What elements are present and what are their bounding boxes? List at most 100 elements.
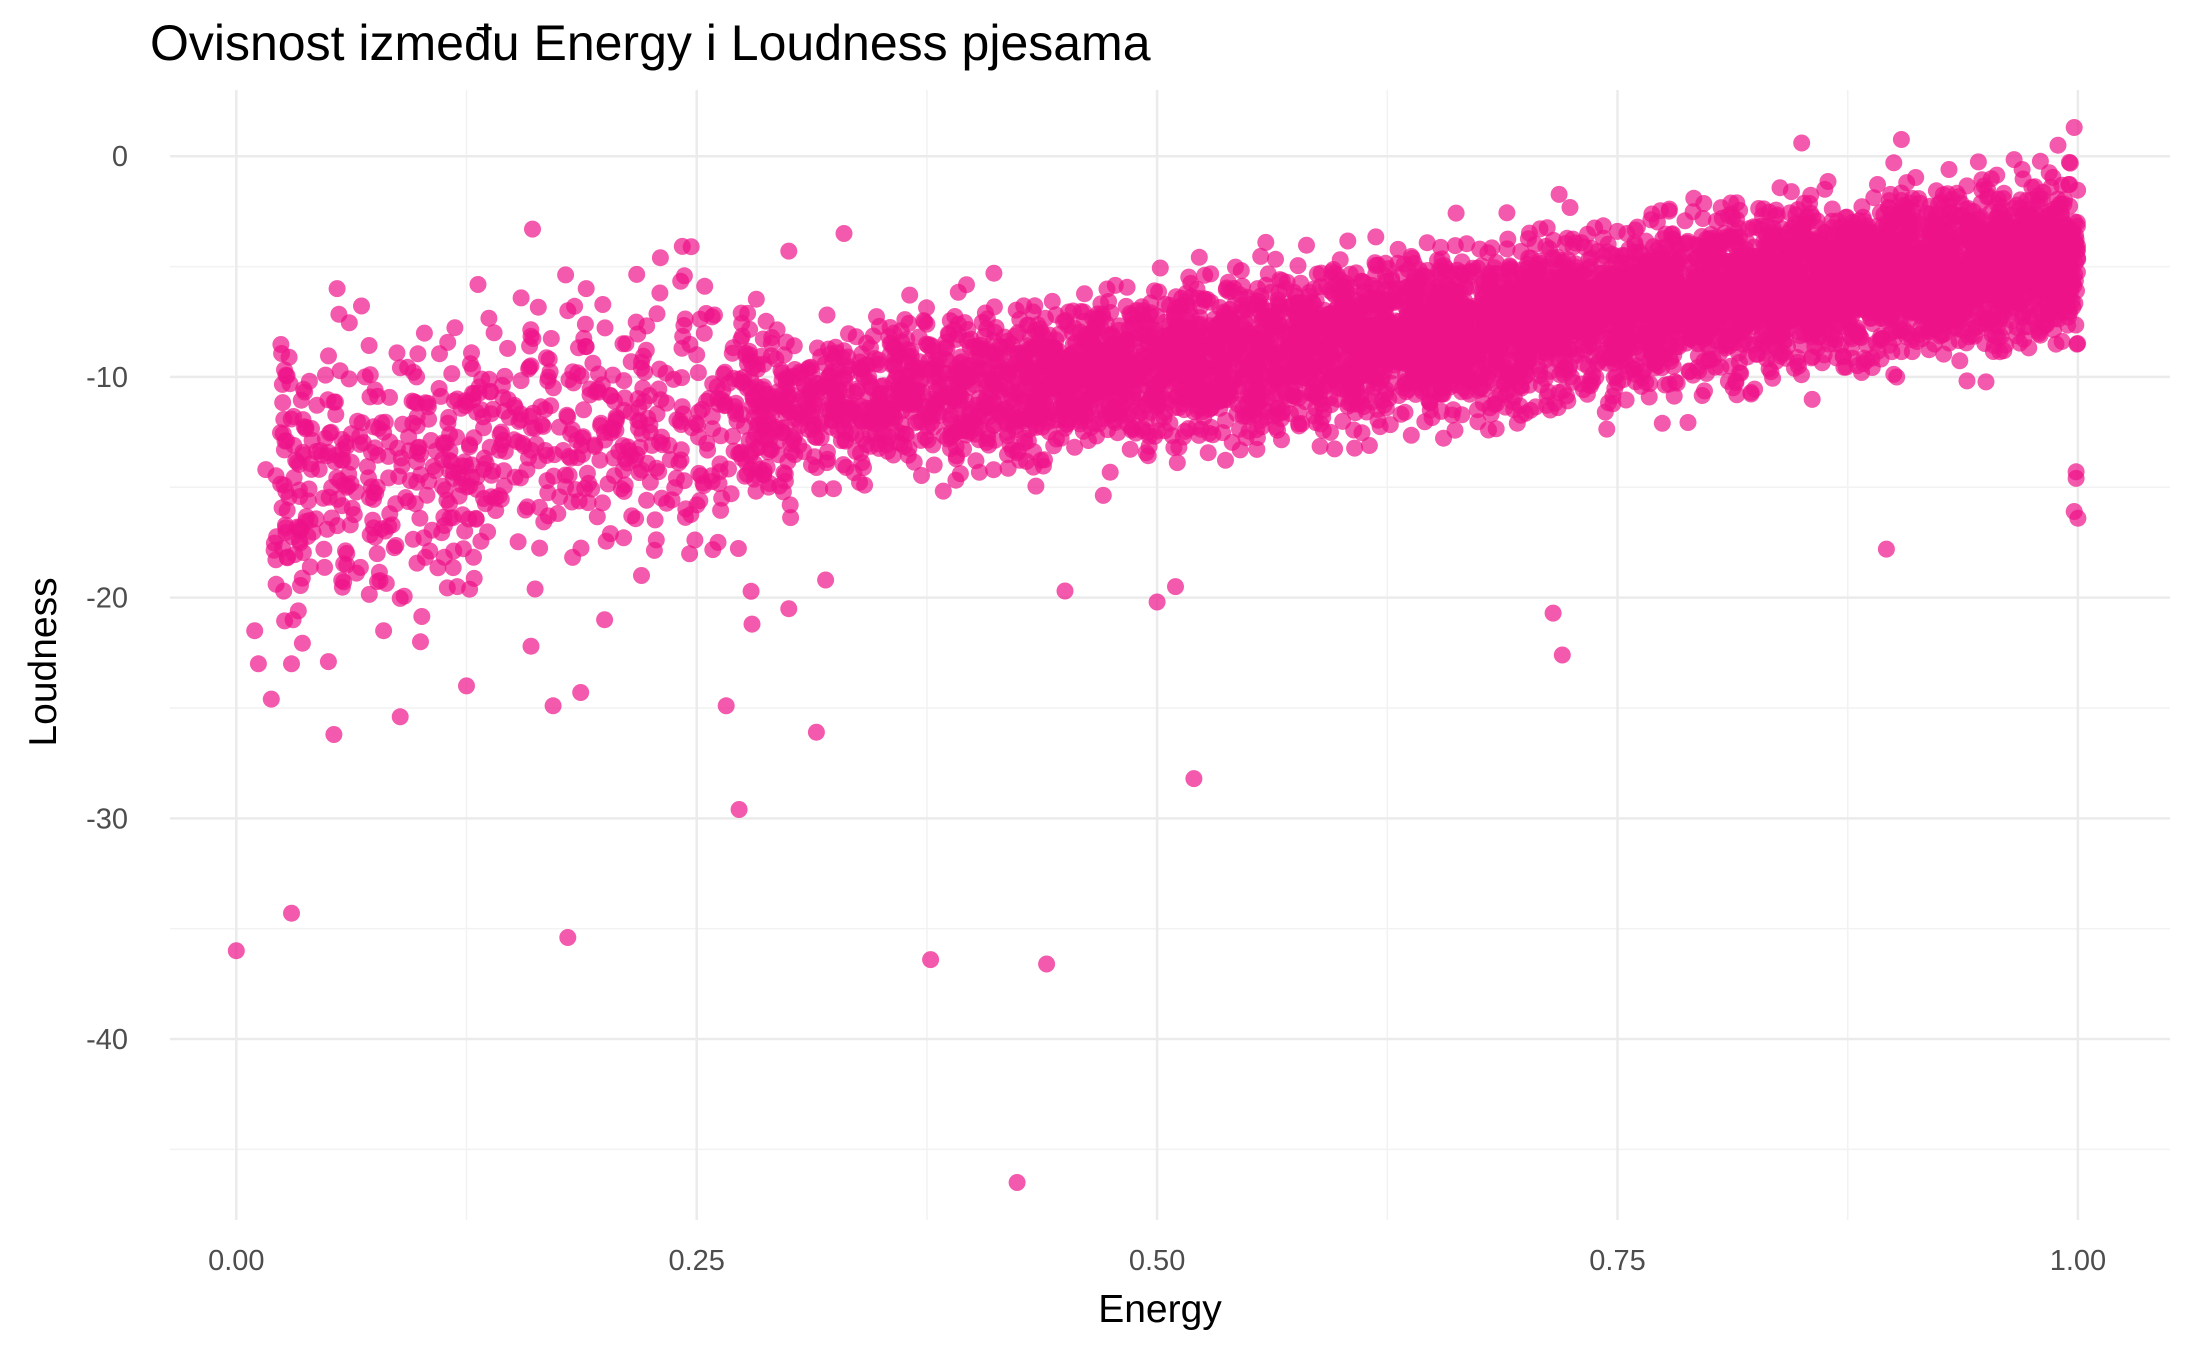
data-point bbox=[782, 509, 800, 527]
data-point bbox=[1360, 437, 1378, 454]
data-point bbox=[1151, 259, 1169, 277]
data-point bbox=[1453, 253, 1471, 271]
data-point bbox=[925, 456, 943, 474]
data-point bbox=[2061, 154, 2079, 172]
data-point bbox=[1257, 233, 1275, 251]
data-point bbox=[1951, 352, 1969, 370]
data-point bbox=[1105, 411, 1123, 429]
data-point bbox=[1695, 195, 1713, 212]
data-point bbox=[913, 467, 930, 484]
data-point bbox=[1804, 348, 1821, 366]
data-point bbox=[1660, 200, 1678, 218]
data-point bbox=[1047, 430, 1065, 448]
data-point bbox=[1869, 176, 1886, 193]
data-point bbox=[1217, 451, 1234, 469]
data-point bbox=[1326, 440, 1344, 458]
data-point bbox=[1190, 248, 1208, 266]
data-point bbox=[1745, 218, 1762, 236]
data-point bbox=[1993, 198, 2011, 216]
data-point bbox=[1958, 372, 1976, 390]
data-point bbox=[1121, 440, 1139, 458]
data-point bbox=[1958, 177, 1976, 195]
data-point bbox=[1036, 451, 1053, 469]
points-layer bbox=[227, 119, 2087, 1191]
data-point bbox=[1853, 198, 1871, 216]
data-point bbox=[811, 480, 829, 498]
data-point bbox=[947, 471, 965, 489]
data-point bbox=[1419, 277, 1437, 295]
data-point bbox=[1487, 420, 1505, 438]
data-point bbox=[1969, 153, 1987, 171]
data-point bbox=[1139, 447, 1157, 465]
data-point bbox=[1446, 421, 1464, 439]
data-point bbox=[808, 339, 826, 357]
data-point bbox=[1248, 440, 1266, 458]
data-point bbox=[1640, 388, 1658, 406]
data-point bbox=[948, 447, 965, 465]
data-point bbox=[1561, 199, 1579, 216]
data-point bbox=[1584, 348, 1602, 366]
data-point bbox=[1100, 293, 1118, 310]
data-point bbox=[1582, 370, 1600, 388]
data-point bbox=[1469, 413, 1487, 431]
data-point bbox=[1598, 420, 1616, 438]
data-point bbox=[1789, 353, 1807, 371]
data-point bbox=[837, 432, 855, 450]
data-point bbox=[2031, 152, 2049, 170]
data-point bbox=[818, 306, 836, 324]
data-point bbox=[2068, 335, 2086, 353]
data-point bbox=[1367, 228, 1385, 246]
data-point bbox=[1722, 194, 1740, 212]
data-point bbox=[808, 459, 825, 476]
data-point bbox=[1389, 240, 1407, 258]
data-point bbox=[1345, 421, 1363, 439]
data-point bbox=[934, 482, 952, 500]
data-point bbox=[1803, 390, 1821, 408]
data-point bbox=[1180, 268, 1198, 286]
data-point bbox=[1290, 417, 1308, 435]
data-point bbox=[1464, 263, 1482, 281]
data-point bbox=[781, 496, 799, 514]
data-point bbox=[1648, 213, 1666, 231]
data-point bbox=[936, 350, 954, 368]
data-point bbox=[1499, 230, 1517, 248]
data-point bbox=[1314, 409, 1332, 426]
data-point bbox=[1527, 398, 1545, 416]
data-point bbox=[949, 283, 967, 301]
data-point bbox=[901, 286, 919, 304]
data-point bbox=[1101, 463, 1119, 481]
data-point bbox=[1339, 232, 1357, 250]
data-point bbox=[1498, 204, 1516, 222]
data-point bbox=[1892, 131, 1910, 148]
data-point bbox=[1237, 429, 1255, 447]
data-point bbox=[1392, 405, 1410, 423]
data-point bbox=[1199, 444, 1217, 462]
data-point bbox=[1402, 426, 1420, 444]
data-point bbox=[1819, 173, 1837, 190]
data-point bbox=[1447, 204, 1465, 222]
data-point bbox=[1997, 336, 2015, 354]
data-point bbox=[1076, 285, 1093, 303]
data-point bbox=[1146, 282, 1163, 300]
data-point bbox=[1094, 486, 1112, 504]
data-point bbox=[1707, 212, 1725, 230]
data-point bbox=[1011, 311, 1029, 328]
data-point bbox=[1252, 247, 1270, 265]
data-point bbox=[1668, 374, 1686, 392]
data-point bbox=[1298, 236, 1315, 254]
data-point bbox=[1988, 166, 2006, 184]
data-point bbox=[1066, 438, 1084, 456]
data-point bbox=[1865, 189, 1883, 207]
data-point bbox=[1173, 289, 1191, 307]
data-point bbox=[1196, 266, 1214, 284]
data-point bbox=[1696, 382, 1713, 400]
data-point bbox=[1311, 437, 1329, 455]
data-point bbox=[1308, 265, 1326, 283]
data-point bbox=[1669, 240, 1687, 258]
data-point bbox=[886, 409, 904, 427]
data-point bbox=[985, 264, 1003, 282]
data-point bbox=[1027, 477, 1045, 495]
data-point bbox=[985, 461, 1003, 479]
data-point bbox=[851, 473, 868, 491]
